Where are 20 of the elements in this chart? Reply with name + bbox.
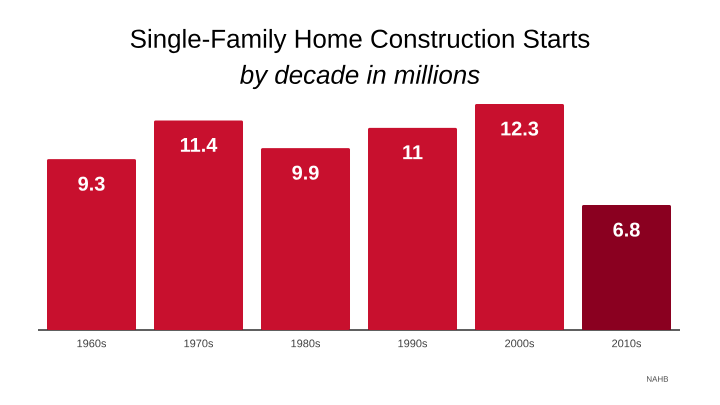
data-label: 12.3 [501, 122, 538, 136]
bar [47, 159, 136, 330]
bar [154, 120, 244, 330]
chart-subtitle: by decade in millions [240, 64, 480, 90]
x-tick-label: 1960s [77, 340, 106, 348]
bar [261, 148, 350, 330]
bar [368, 128, 458, 330]
x-tick-label: 2000s [505, 340, 534, 348]
data-label: 6.8 [613, 222, 640, 237]
data-label: 9.9 [292, 166, 319, 180]
data-label: 11.4 [180, 138, 218, 152]
chart-title: Single-Family Home Construction Starts [130, 28, 590, 54]
x-tick-label: 1970s [184, 340, 214, 348]
bar [475, 104, 564, 330]
bar [582, 205, 672, 330]
data-label: 9.3 [78, 176, 105, 191]
x-tick-label: 1990s [398, 340, 428, 348]
x-tick-label: 2010s [612, 340, 642, 348]
data-label: 11 [403, 145, 422, 160]
x-tick-label: 1980s [291, 340, 320, 348]
